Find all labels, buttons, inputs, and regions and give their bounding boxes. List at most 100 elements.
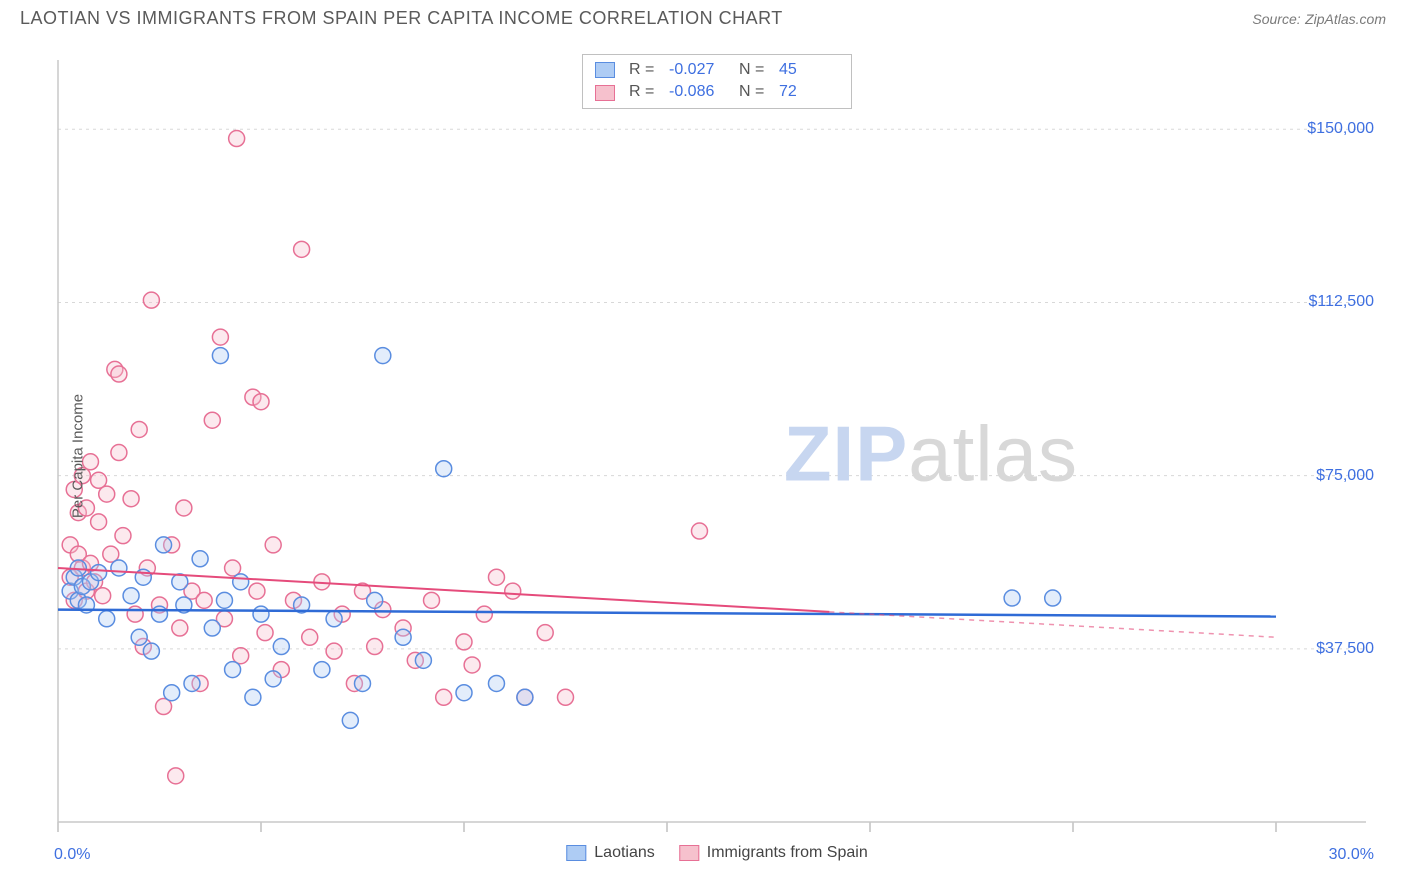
y-axis-label: Per Capita Income — [70, 394, 87, 518]
data-point — [537, 625, 553, 641]
data-point — [164, 685, 180, 701]
stats-n-label: N = — [739, 81, 769, 103]
data-point — [99, 486, 115, 502]
data-point — [143, 643, 159, 659]
data-point — [326, 643, 342, 659]
stats-n-value: 72 — [779, 81, 839, 103]
data-point — [123, 491, 139, 507]
data-point — [249, 583, 265, 599]
data-point — [152, 606, 168, 622]
data-point — [273, 639, 289, 655]
data-point — [415, 652, 431, 668]
data-point — [265, 671, 281, 687]
data-point — [342, 712, 358, 728]
data-point — [192, 551, 208, 567]
trend-line-spain — [58, 568, 829, 612]
data-point — [172, 574, 188, 590]
series-legend: Laotians Immigrants from Spain — [566, 844, 867, 862]
legend-item: Immigrants from Spain — [679, 844, 868, 862]
stats-n-label: N = — [739, 59, 769, 81]
trend-line-laotians — [58, 610, 1276, 617]
data-point — [367, 639, 383, 655]
data-point — [257, 625, 273, 641]
data-point — [156, 537, 172, 553]
source-attribution: Source: ZipAtlas.com — [1252, 11, 1386, 29]
data-point — [436, 689, 452, 705]
legend-swatch — [566, 845, 586, 861]
data-point — [91, 565, 107, 581]
data-point — [115, 528, 131, 544]
data-point — [375, 348, 391, 364]
data-point — [212, 348, 228, 364]
data-point — [488, 675, 504, 691]
data-point — [127, 606, 143, 622]
data-point — [326, 611, 342, 627]
data-point — [91, 514, 107, 530]
legend-swatch — [679, 845, 699, 861]
stats-r-label: R = — [629, 81, 659, 103]
legend-swatch — [595, 62, 615, 78]
data-point — [111, 366, 127, 382]
y-tick-label: $150,000 — [1307, 120, 1374, 138]
stats-r-value: -0.027 — [669, 59, 729, 81]
data-point — [204, 412, 220, 428]
data-point — [196, 592, 212, 608]
data-point — [456, 685, 472, 701]
legend-label: Immigrants from Spain — [707, 844, 868, 862]
data-point — [216, 592, 232, 608]
stats-legend: R = -0.027 N = 45 R = -0.086 N = 72 — [582, 54, 852, 109]
data-point — [314, 662, 330, 678]
data-point — [558, 689, 574, 705]
data-point — [294, 241, 310, 257]
data-point — [367, 592, 383, 608]
data-point — [488, 569, 504, 585]
y-tick-label: $112,500 — [1308, 293, 1374, 311]
data-point — [95, 588, 111, 604]
data-point — [424, 592, 440, 608]
data-point — [204, 620, 220, 636]
data-point — [355, 675, 371, 691]
scatter-plot-svg: ZIPatlas — [48, 50, 1386, 862]
data-point — [225, 662, 241, 678]
data-point — [111, 560, 127, 576]
x-tick-label: 30.0% — [1329, 846, 1374, 864]
legend-item: Laotians — [566, 844, 655, 862]
source-label: Source: — [1252, 11, 1300, 27]
data-point — [505, 583, 521, 599]
data-point — [172, 620, 188, 636]
data-point — [476, 606, 492, 622]
y-tick-label: $75,000 — [1316, 467, 1374, 485]
chart-title: LAOTIAN VS IMMIGRANTS FROM SPAIN PER CAP… — [20, 8, 783, 29]
data-point — [1004, 590, 1020, 606]
legend-label: Laotians — [594, 844, 655, 862]
data-point — [436, 461, 452, 477]
svg-text:ZIPatlas: ZIPatlas — [784, 409, 1078, 497]
stats-n-value: 45 — [779, 59, 839, 81]
data-point — [143, 292, 159, 308]
stats-legend-row: R = -0.027 N = 45 — [595, 59, 839, 81]
data-point — [212, 329, 228, 345]
data-point — [253, 394, 269, 410]
data-point — [253, 606, 269, 622]
data-point — [517, 689, 533, 705]
stats-r-label: R = — [629, 59, 659, 81]
data-point — [99, 611, 115, 627]
data-point — [395, 629, 411, 645]
data-point — [229, 131, 245, 147]
data-point — [168, 768, 184, 784]
data-point — [456, 634, 472, 650]
data-point — [265, 537, 281, 553]
data-point — [111, 445, 127, 461]
data-point — [245, 689, 261, 705]
data-point — [233, 574, 249, 590]
data-point — [131, 629, 147, 645]
data-point — [176, 500, 192, 516]
data-point — [691, 523, 707, 539]
stats-r-value: -0.086 — [669, 81, 729, 103]
x-tick-label: 0.0% — [54, 846, 90, 864]
data-point — [123, 588, 139, 604]
data-point — [1045, 590, 1061, 606]
data-point — [131, 421, 147, 437]
stats-legend-row: R = -0.086 N = 72 — [595, 81, 839, 103]
chart-area: Per Capita Income ZIPatlas R = -0.027 N … — [48, 50, 1386, 862]
